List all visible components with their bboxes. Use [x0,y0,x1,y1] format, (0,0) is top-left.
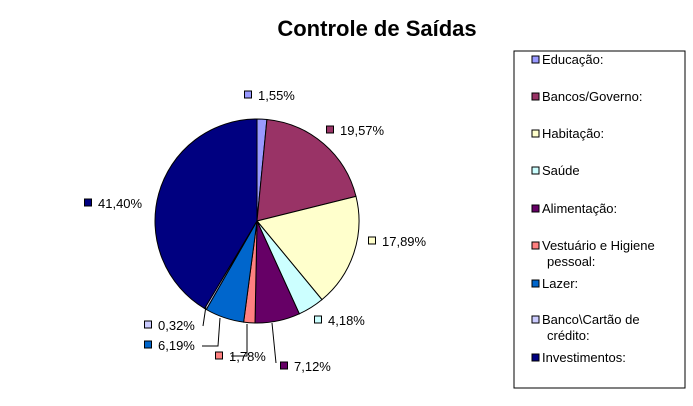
pie-slice-investimentos [154,118,258,310]
legend-label: Lazer: [542,276,578,291]
legend-label: Alimentação: [542,201,617,216]
legend-item-lazer: Lazer: [531,276,578,291]
data-label-marker [314,315,322,324]
data-label-alimentacao: 7,12% [294,359,331,374]
pie-slices [154,118,360,324]
data-label-saude: 4,18% [328,313,365,328]
pie-slice-habitacao [256,195,360,301]
leader-line-alimentacao [271,322,277,364]
data-label-lazer: 6,19% [158,338,195,353]
legend-item-educacao: Educação: [531,52,603,67]
legend: Educação: Bancos/Governo: Habitação: Saúde A… [531,52,655,365]
data-label-bancos-governo: 19,57% [340,123,385,138]
legend-swatch [531,279,540,288]
legend-item-saude: Saúde [531,163,580,178]
leader-line-lazer [202,317,221,347]
data-labels: 1,55% 19,57% 17,89% 4,18% 7,12% 1,78% 6,19% 0,3… [84,88,427,374]
legend-label: Educação: [542,52,603,67]
data-label-marker [144,320,152,329]
legend-swatch [531,241,540,250]
legend-item-investimentos: Investimentos: [531,350,626,365]
data-label-marker [144,340,152,349]
legend-item-vestuario-e-higiene-pessoal: Vestuário e Higiene pessoal: [531,238,655,269]
legend-label: Banco\Cartão de crédito: [542,312,640,343]
data-label-marker [215,351,223,360]
leader-line-vestuario-e-higiene-pessoal [231,324,248,357]
legend-item-banco-cartao-de-credito: Banco\Cartão de crédito: [531,312,640,343]
data-label-marker [84,198,92,207]
legend-swatch [531,92,540,101]
chart-title: Controle de Saídas [277,16,476,41]
data-label-educacao: 1,55% [258,88,295,103]
legend-label: Vestuário e Higiene pessoal: [542,238,655,269]
data-label-vestuario-e-higiene-pessoal: 1,78% [229,349,266,364]
data-label-marker [244,90,252,99]
data-label-investimentos: 41,40% [98,196,143,211]
legend-swatch [531,315,540,324]
legend-item-habitacao: Habitação: [531,126,604,141]
data-label-banco-cartao-de-credito: 0,32% [158,318,195,333]
data-label-marker [280,361,288,370]
leader-line-banco-cartao-de-credito [202,305,207,327]
legend-box [513,50,686,389]
data-label-marker [368,236,376,245]
data-label-habitacao: 17,89% [382,234,427,249]
legend-label: Saúde [542,163,580,178]
pie-slice-bancos-governo [256,118,357,222]
leader-lines [202,305,277,364]
legend-swatch [531,166,540,175]
legend-item-alimentacao: Alimentação: [531,201,617,216]
legend-label: Habitação: [542,126,604,141]
legend-item-bancos-governo: Bancos/Governo: [531,89,642,104]
legend-swatch [531,129,540,138]
legend-swatch [531,204,540,213]
legend-swatch [531,353,540,362]
data-label-marker [326,125,334,134]
legend-label: Bancos/Governo: [542,89,642,104]
legend-swatch [531,55,540,64]
legend-label: Investimentos: [542,350,626,365]
